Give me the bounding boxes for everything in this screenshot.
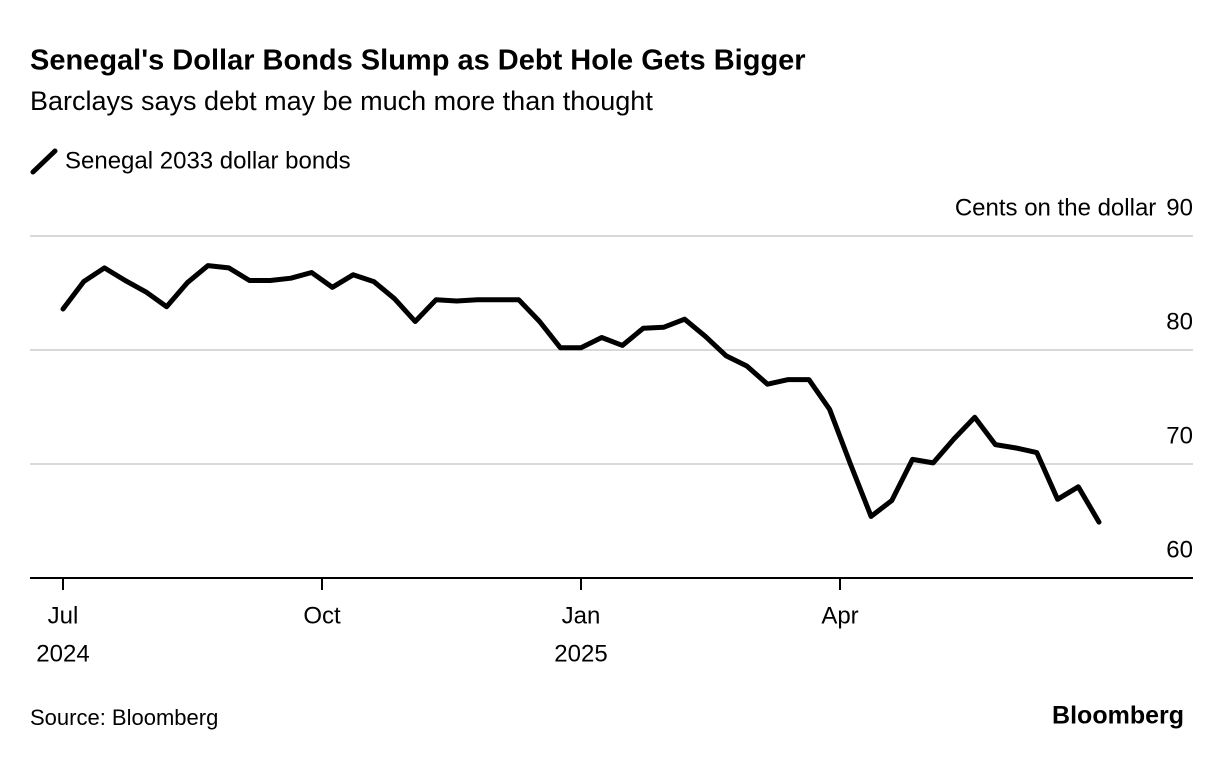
chart-title: Senegal's Dollar Bonds Slump as Debt Hol… [30, 45, 806, 77]
brand: Bloomberg [1052, 702, 1184, 730]
source: Source: Bloomberg [30, 705, 218, 730]
legend-label: Senegal 2033 dollar bonds [65, 147, 351, 174]
x-tick-label: Jan [562, 602, 601, 629]
x-tick-label: 2025 [554, 640, 607, 667]
data-line [60, 263, 1102, 525]
x-tick-label: Jul [48, 602, 79, 629]
x-tick-label: Apr [821, 602, 858, 629]
x-tick-label: Oct [303, 602, 341, 629]
y-tick-label: 60 [1166, 536, 1193, 563]
y-axis-label: Cents on the dollar [955, 194, 1156, 221]
y-tick-label: 90 [1166, 194, 1193, 221]
x-tick-label: 2024 [36, 640, 89, 667]
chart-subtitle: Barclays says debt may be much more than… [30, 86, 653, 116]
legend-swatch [30, 148, 58, 175]
y-tick-label: 70 [1166, 422, 1193, 449]
y-tick-label: 80 [1166, 308, 1193, 335]
